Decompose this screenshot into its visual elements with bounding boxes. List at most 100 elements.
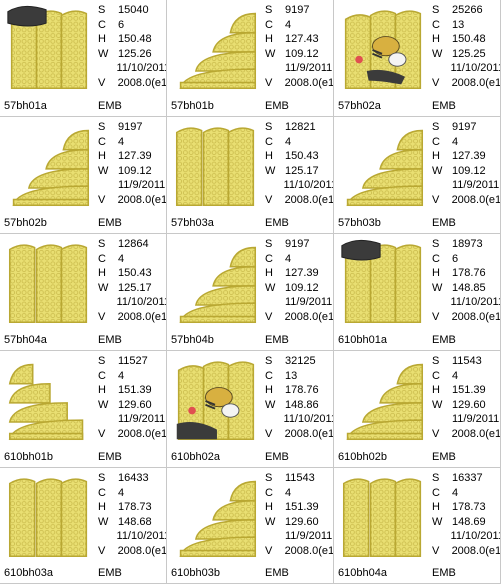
info-key: V bbox=[432, 76, 440, 89]
design-tile-57bh01b[interactable]: S 9197 C 4 H 127.43 W 109.12 11/9/2011 V 2008.0(e1… bbox=[167, 0, 334, 117]
info-row-date: 11/9/2011 bbox=[98, 178, 166, 193]
lace-panel bbox=[202, 127, 230, 207]
info-key bbox=[98, 412, 118, 427]
info-value-v: 2008.0(e1 bbox=[117, 76, 166, 89]
lace-tier bbox=[361, 168, 424, 189]
info-row-s: S 9197 bbox=[432, 120, 500, 135]
design-tile-57bh04a[interactable]: S 12864 C 4 H 150.43 W 125.17 11/10/2011 V 2008.0(… bbox=[0, 234, 167, 351]
info-row-date: 11/10/2011 bbox=[98, 295, 166, 310]
design-tile-57bh03b[interactable]: S 9197 C 4 H 127.39 W 109.12 11/9/2011 V 2008.0(e1… bbox=[334, 117, 501, 234]
info-value-w: 109.12 bbox=[285, 281, 319, 294]
file-name: 57bh02b bbox=[4, 217, 47, 229]
info-value-v: 2008.0(e1 bbox=[451, 427, 500, 440]
info-key bbox=[98, 61, 117, 76]
lace-tier bbox=[8, 363, 34, 385]
lace-panel bbox=[35, 244, 63, 324]
file-type: EMB bbox=[98, 100, 122, 112]
info-value-s: 11543 bbox=[452, 355, 482, 367]
design-tile-57bh01a[interactable]: S 15040 C 6 H 150.48 W 125.26 11/10/2011 V 2008.0(… bbox=[0, 0, 167, 117]
file-name: 610bh02a bbox=[171, 451, 220, 463]
info-key: C bbox=[98, 486, 106, 499]
info-value-h: 150.43 bbox=[118, 267, 152, 279]
design-tile-610bh03a[interactable]: S 16433 C 4 H 178.73 W 148.68 11/10/2011 V 2008.0(… bbox=[0, 468, 167, 584]
design-thumbnail bbox=[179, 12, 257, 90]
info-key bbox=[432, 178, 452, 193]
info-key: V bbox=[432, 427, 440, 440]
info-row-v: V 2008.0(e1 bbox=[432, 193, 500, 208]
info-row-w: W 148.69 bbox=[432, 515, 500, 530]
lace-base bbox=[179, 315, 257, 324]
lace-tier bbox=[194, 519, 257, 540]
info-row-date: 11/9/2011 bbox=[98, 412, 166, 427]
lace-panel bbox=[344, 14, 372, 90]
info-value-c: 13 bbox=[285, 369, 298, 382]
info-key bbox=[98, 529, 117, 544]
info-row-s: S 18973 bbox=[432, 237, 500, 252]
info-key: C bbox=[98, 18, 106, 31]
info-key: H bbox=[265, 501, 273, 513]
lace-base bbox=[12, 198, 90, 207]
design-thumbnail bbox=[7, 5, 88, 90]
file-type: EMB bbox=[432, 567, 456, 579]
info-row-date: 11/10/2011 bbox=[265, 178, 333, 193]
lace-tier bbox=[396, 129, 424, 151]
info-value-w: 129.60 bbox=[452, 398, 486, 411]
info-value-date: 11/9/2011 bbox=[452, 179, 500, 191]
lace-tier bbox=[229, 12, 257, 34]
design-tile-57bh02b[interactable]: S 9197 C 4 H 127.39 W 109.12 11/9/2011 V 2008.0(e1… bbox=[0, 117, 167, 234]
info-row-w: W 109.12 bbox=[265, 47, 333, 62]
file-name: 610bh04a bbox=[338, 567, 387, 579]
info-value-h: 178.73 bbox=[452, 501, 486, 513]
info-key: C bbox=[432, 369, 440, 382]
lace-panel bbox=[175, 127, 203, 207]
design-tile-610bh02a[interactable]: S 32125 C 13 H 178.76 W 148.86 11/10/2011 V 2008.0… bbox=[167, 351, 334, 468]
info-value-s: 25266 bbox=[452, 4, 483, 16]
info-value-h: 127.39 bbox=[452, 150, 486, 162]
info-value-v: 2008.0(e1 bbox=[284, 193, 333, 206]
info-row-v: V 2008.0(e1 bbox=[265, 427, 333, 442]
info-key: S bbox=[432, 238, 440, 250]
lace-tier bbox=[229, 246, 257, 268]
info-value-date: 11/9/2011 bbox=[118, 179, 166, 191]
design-tile-57bh03a[interactable]: S 12821 C 4 H 150.43 W 125.17 11/10/2011 V 2008.0(… bbox=[167, 117, 334, 234]
design-thumbnail bbox=[176, 361, 255, 441]
design-tile-610bh04a[interactable]: S 16337 C 4 H 178.73 W 148.69 11/10/2011 V 2008.0(… bbox=[334, 468, 501, 584]
design-tile-57bh02a[interactable]: S 25266 C 13 H 150.48 W 125.25 11/10/2011 V 2008.0… bbox=[334, 0, 501, 117]
design-tile-610bh01a[interactable]: S 18973 C 6 H 178.76 W 148.85 11/10/2011 V 2008.0(… bbox=[334, 234, 501, 351]
info-key: C bbox=[98, 252, 106, 265]
lace-tier bbox=[379, 148, 424, 170]
info-key: W bbox=[98, 47, 109, 60]
lace-tier bbox=[8, 402, 68, 423]
lace-tier bbox=[379, 382, 424, 404]
lace-tier bbox=[27, 168, 90, 189]
design-tile-610bh03b[interactable]: S 11543 C 4 H 151.39 W 129.60 11/9/2011 V 2008.0(e… bbox=[167, 468, 334, 584]
lace-tier bbox=[212, 499, 257, 521]
info-row-s: S 16337 bbox=[432, 471, 500, 486]
design-tile-610bh02b[interactable]: S 11543 C 4 H 151.39 W 129.60 11/9/2011 V 2008.0(e… bbox=[334, 351, 501, 468]
file-type: EMB bbox=[98, 217, 122, 229]
info-value-w: 148.86 bbox=[285, 398, 319, 411]
file-name: 57bh02a bbox=[338, 100, 381, 112]
info-row-date: 11/10/2011 bbox=[265, 412, 333, 427]
info-key: V bbox=[98, 76, 106, 89]
info-value-w: 109.12 bbox=[285, 47, 319, 60]
file-name: 610bh02b bbox=[338, 451, 387, 463]
info-value-h: 127.43 bbox=[285, 33, 319, 45]
info-key: W bbox=[265, 398, 276, 411]
info-value-date: 11/9/2011 bbox=[452, 413, 500, 425]
info-row-v: V 2008.0(e1 bbox=[98, 310, 166, 325]
info-key: W bbox=[98, 398, 109, 411]
lace-tier bbox=[361, 402, 424, 423]
file-name: 57bh04a bbox=[4, 334, 47, 346]
info-key: W bbox=[265, 47, 276, 60]
info-key bbox=[432, 529, 451, 544]
info-row-w: W 125.25 bbox=[432, 47, 500, 62]
design-tile-610bh01b[interactable]: S 11527 C 4 H 151.39 W 129.60 11/9/2011 V 2008.0(e… bbox=[0, 351, 167, 468]
lace-tier bbox=[212, 265, 257, 287]
design-tile-57bh04b[interactable]: S 9197 C 4 H 127.39 W 109.12 11/9/2011 V 2008.0(e1… bbox=[167, 234, 334, 351]
info-row-v: V 2008.0(e1 bbox=[265, 193, 333, 208]
info-value-s: 9197 bbox=[285, 238, 310, 250]
info-key: C bbox=[432, 18, 440, 31]
